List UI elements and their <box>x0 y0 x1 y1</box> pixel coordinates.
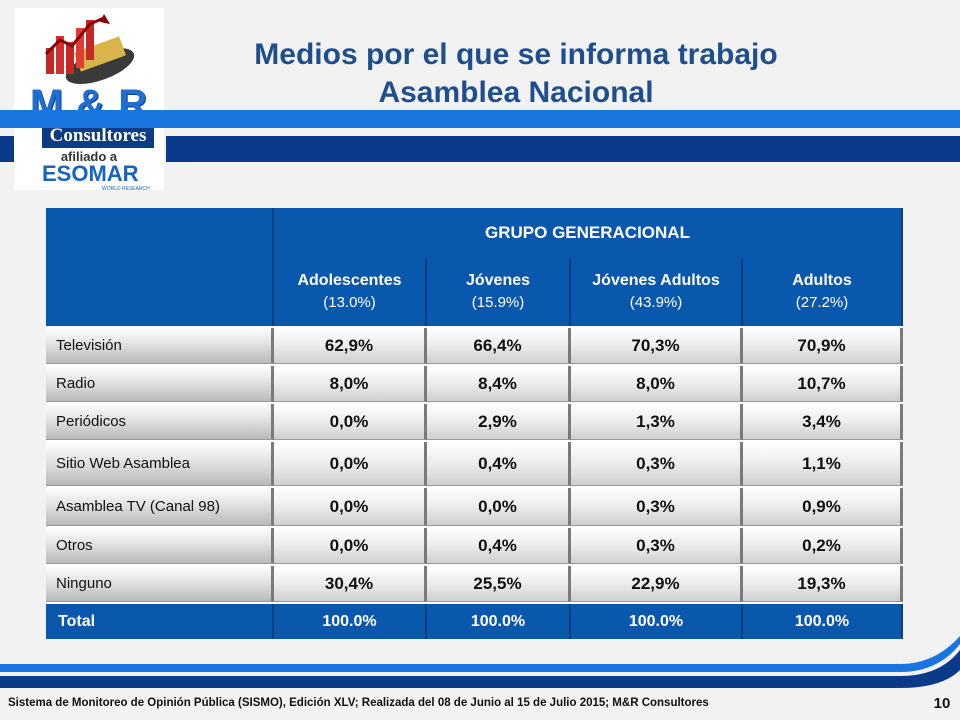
table-cell: 8,0% <box>571 366 743 402</box>
table-cell: 0,3% <box>571 488 743 526</box>
table-cell: 0,4% <box>427 442 571 486</box>
table-cell: 0,3% <box>571 528 743 564</box>
header-band-left <box>0 136 14 162</box>
row-label-otros: Otros <box>46 528 274 564</box>
total-cell: 100.0% <box>571 604 743 639</box>
footer-source: Sistema de Monitoreo de Opinión Pública … <box>8 697 709 709</box>
header-corner-top <box>46 208 274 258</box>
logo-consultores: Consultores <box>42 124 154 148</box>
table-cell: 8,0% <box>274 366 427 402</box>
logo-esomar: ESOMAR <box>42 161 139 186</box>
column-header-jovenes: Jóvenes (15.9%) <box>427 258 571 326</box>
header-corner-bottom <box>46 258 274 326</box>
growth-chart-icon <box>44 14 135 85</box>
table-cell: 0,0% <box>274 442 427 486</box>
row-label-sitio-web: Sitio Web Asamblea <box>46 442 274 486</box>
column-name: Jóvenes Adultos <box>592 272 720 289</box>
row-label-radio: Radio <box>46 366 274 402</box>
table-cell: 62,9% <box>274 328 427 364</box>
group-header: GRUPO GENERACIONAL <box>274 208 903 258</box>
logo-esomar-sub: WORLD RESEARCH <box>102 186 150 192</box>
table-cell: 0,9% <box>743 488 903 526</box>
total-cell: 100.0% <box>427 604 571 639</box>
column-share: (43.9%) <box>629 294 683 311</box>
column-header-jovenes-adultos: Jóvenes Adultos (43.9%) <box>571 258 743 326</box>
footer-swoosh <box>0 636 960 688</box>
table-cell: 1,3% <box>571 404 743 440</box>
title-line-1: Medios por el que se informa trabajo <box>254 38 778 71</box>
table-cell: 3,4% <box>743 404 903 440</box>
table-cell: 22,9% <box>571 566 743 602</box>
header-band-light <box>0 110 960 128</box>
table-cell: 70,9% <box>743 328 903 364</box>
table-cell: 70,3% <box>571 328 743 364</box>
table-cell: 0,3% <box>571 442 743 486</box>
title-line-2: Asamblea Nacional <box>378 76 654 109</box>
table-cell: 0,0% <box>274 528 427 564</box>
table-cell: 2,9% <box>427 404 571 440</box>
table-cell: 0,0% <box>274 404 427 440</box>
row-label-periodicos: Periódicos <box>46 404 274 440</box>
table-cell: 66,4% <box>427 328 571 364</box>
table-cell: 25,5% <box>427 566 571 602</box>
column-share: (15.9%) <box>471 294 525 311</box>
mr-consultores-logo: M & R Consultores afiliado a ESOMAR WORL… <box>14 8 164 192</box>
row-label-television: Televisión <box>46 328 274 364</box>
media-table: GRUPO GENERACIONAL Adolescentes (13.0%) … <box>46 208 903 639</box>
column-share: (27.2%) <box>795 294 849 311</box>
table-cell: 19,3% <box>743 566 903 602</box>
logo-afiliado: afiliado a <box>60 149 118 164</box>
table-cell: 0,0% <box>427 488 571 526</box>
total-cell: 100.0% <box>743 604 903 639</box>
table-cell: 10,7% <box>743 366 903 402</box>
table-cell: 1,1% <box>743 442 903 486</box>
table-cell: 8,4% <box>427 366 571 402</box>
column-header-adultos: Adultos (27.2%) <box>743 258 903 326</box>
column-header-adolescentes: Adolescentes (13.0%) <box>274 258 427 326</box>
table-cell: 0,4% <box>427 528 571 564</box>
column-name: Adolescentes <box>297 272 402 289</box>
column-name: Adultos <box>792 272 852 289</box>
table-cell: 30,4% <box>274 566 427 602</box>
table-cell: 0,2% <box>743 528 903 564</box>
total-label: Total <box>46 604 274 639</box>
row-label-ninguno: Ninguno <box>46 566 274 602</box>
column-name: Jóvenes <box>465 272 531 289</box>
table-cell: 0,0% <box>274 488 427 526</box>
total-cell: 100.0% <box>274 604 427 639</box>
page-number: 10 <box>933 695 951 712</box>
header-band-dark <box>166 136 960 162</box>
column-share: (13.0%) <box>323 294 376 311</box>
row-label-asamblea-tv: Asamblea TV (Canal 98) <box>46 488 274 526</box>
slide-title: Medios por el que se informa trabajo Asa… <box>166 36 866 112</box>
